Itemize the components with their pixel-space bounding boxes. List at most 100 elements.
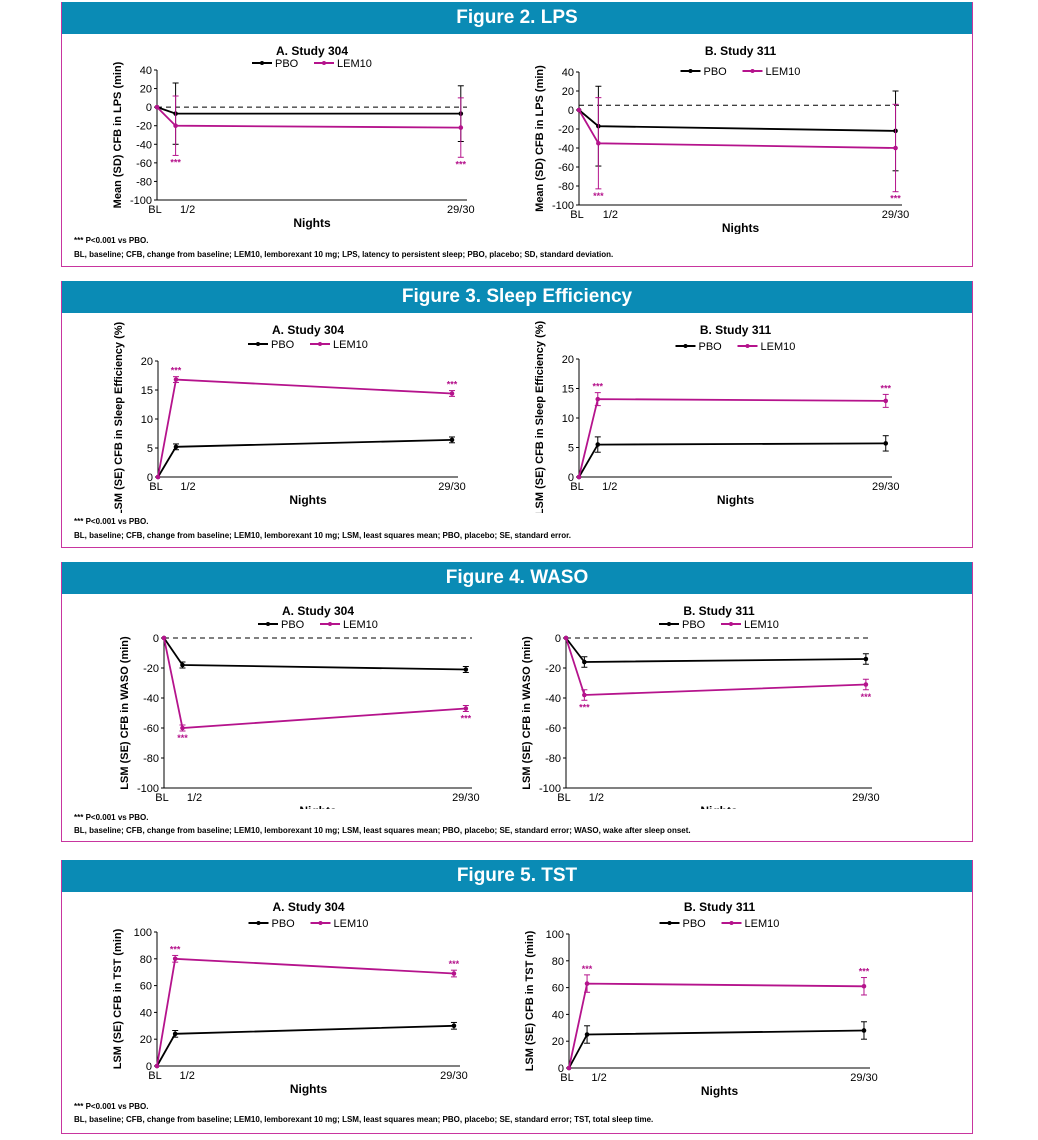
y-tick-label: -20	[558, 124, 574, 136]
y-tick-label: 20	[562, 354, 574, 366]
y-tick-label: -60	[558, 162, 574, 174]
data-point-pbo	[172, 1031, 178, 1037]
y-tick-label: -40	[136, 139, 152, 151]
y-tick-label: -60	[545, 723, 561, 735]
legend-marker-lem10	[318, 921, 323, 925]
significance-marker: ***	[593, 191, 604, 201]
significance-footnote: *** P<0.001 vs PBO.	[74, 813, 149, 822]
legend-marker-pbo	[667, 622, 671, 626]
legend-label-lem10: LEM10	[334, 918, 369, 930]
y-tick-label: 15	[562, 384, 574, 396]
legend-label-lem10: LEM10	[766, 66, 801, 78]
x-axis-label: Nights	[701, 1084, 739, 1098]
y-axis-label: Mean (SD) CFB in LPS (min)	[112, 61, 124, 208]
x-tick-label: BL	[557, 792, 570, 804]
x-tick-label: BL	[148, 1070, 161, 1082]
data-point-lem10	[463, 706, 469, 711]
x-tick-label: 29/30	[447, 204, 475, 216]
y-axis-label: LSM (SE) CFB in Sleep Efficiency (%)	[113, 321, 125, 513]
significance-marker: ***	[890, 194, 901, 204]
legend-label-lem10: LEM10	[761, 341, 796, 353]
legend-marker-lem10	[322, 61, 326, 65]
series-line-pbo	[568, 1029, 865, 1069]
chart-title: B. Study 311	[705, 44, 777, 58]
data-point-lem10	[584, 981, 590, 986]
legend-label-lem10: LEM10	[343, 619, 378, 631]
y-tick-label: 5	[568, 443, 574, 455]
y-tick-label: -40	[545, 693, 561, 705]
y-tick-label: -60	[136, 158, 152, 170]
legend-label-lem10: LEM10	[337, 58, 372, 70]
chart-panel-right: B. Study 311 PBO LEM10 20 15 10 5 0BL 1/2 29/30 Ni…	[534, 320, 900, 513]
x-tick-label: 1/2	[602, 481, 617, 493]
data-point-lem10	[566, 1065, 572, 1071]
x-tick-label: BL	[560, 1072, 573, 1084]
legend-marker-lem10	[318, 342, 322, 346]
figure-title: Figure 2. LPS	[62, 2, 972, 34]
y-tick-label: 40	[552, 1009, 564, 1021]
y-tick-label: 5	[147, 443, 153, 455]
series-line-lem10	[568, 982, 865, 1069]
series-line-lem10	[157, 378, 453, 478]
x-axis-label: Nights	[290, 1082, 328, 1096]
chart-title: A. Study 304	[272, 323, 344, 337]
y-tick-label: 0	[555, 633, 561, 645]
data-point-lem10	[458, 125, 464, 130]
significance-marker: ***	[593, 382, 604, 392]
y-tick-label: 10	[562, 413, 574, 425]
data-point-lem10	[576, 107, 582, 113]
legend-label-pbo: PBO	[271, 339, 295, 351]
series-line-lem10	[156, 957, 454, 1067]
y-tick-label: 0	[568, 472, 574, 484]
x-axis-label: Nights	[700, 804, 738, 809]
significance-footnote: *** P<0.001 vs PBO.	[74, 236, 149, 245]
y-tick-label: 20	[140, 1034, 152, 1046]
data-point-pbo	[463, 667, 469, 672]
y-tick-label: 20	[141, 356, 153, 368]
y-tick-label: 20	[562, 86, 574, 98]
x-tick-label: 29/30	[850, 1072, 878, 1084]
legend-label-pbo: PBO	[281, 619, 305, 631]
data-point-pbo	[173, 444, 179, 450]
y-tick-label: 0	[568, 105, 574, 117]
x-axis-label: Nights	[299, 804, 337, 809]
data-point-pbo	[449, 437, 455, 443]
chart-panel-left: A. Study 304 PBO LEM10 20 15 10 5 0BL 1/2 29/30 Ni…	[113, 321, 466, 513]
data-point-lem10	[576, 474, 582, 480]
significance-marker: ***	[177, 733, 188, 743]
legend-marker-pbo	[260, 61, 264, 65]
data-point-pbo	[584, 1032, 590, 1037]
y-tick-label: 40	[140, 1007, 152, 1019]
x-tick-label: 29/30	[438, 481, 466, 493]
significance-marker: ***	[582, 964, 593, 974]
x-tick-label: BL	[570, 209, 583, 221]
data-point-lem10	[582, 692, 587, 698]
x-tick-label: 29/30	[440, 1070, 468, 1082]
y-axis-label: LSM (SE) CFB in Sleep Efficiency (%)	[534, 320, 546, 513]
legend-marker-lem10	[328, 622, 332, 626]
y-tick-label: 10	[141, 414, 153, 426]
y-tick-label: -40	[143, 693, 159, 705]
significance-marker: ***	[579, 702, 590, 712]
x-tick-label: BL	[155, 792, 168, 804]
y-tick-label: -20	[545, 663, 561, 675]
abbreviations-footnote: BL, baseline; CFB, change from baseline;…	[74, 826, 691, 835]
y-tick-label: 60	[140, 981, 152, 993]
x-tick-label: 1/2	[591, 1072, 606, 1084]
data-point-pbo	[883, 441, 889, 446]
y-tick-label: -40	[558, 143, 574, 155]
legend-marker-pbo	[266, 622, 270, 626]
series-line-pbo	[156, 106, 461, 115]
legend-marker-lem10	[729, 921, 734, 925]
chart-title: B. Study 311	[700, 323, 772, 337]
chart-panel-right: B. Study 311 PBO LEM10 40 20 0 -20 -40 -60 -80 -10…	[534, 44, 909, 234]
legend-label-pbo: PBO	[682, 619, 706, 631]
x-axis-label: Nights	[289, 493, 327, 507]
y-tick-label: 0	[558, 1063, 564, 1075]
legend-marker-lem10	[750, 69, 755, 73]
series-line-pbo	[578, 109, 896, 132]
